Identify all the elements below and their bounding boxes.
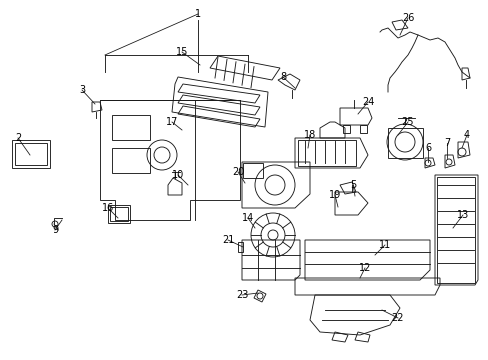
Bar [15, 143, 47, 165]
Text: 24: 24 [361, 97, 373, 107]
Bar [12, 140, 50, 168]
Bar [110, 207, 128, 221]
Text: 4: 4 [463, 130, 469, 140]
Text: 11: 11 [378, 240, 390, 250]
Text: 3: 3 [79, 85, 85, 95]
Text: 2: 2 [15, 133, 21, 143]
Bar [243, 163, 263, 178]
Bar [436, 177, 474, 283]
Bar [297, 140, 355, 166]
Text: 18: 18 [303, 130, 315, 140]
Text: 15: 15 [176, 47, 188, 57]
Text: 20: 20 [231, 167, 244, 177]
Text: 8: 8 [279, 72, 285, 82]
Text: 10: 10 [171, 170, 184, 180]
Text: 14: 14 [242, 213, 254, 223]
Text: 17: 17 [165, 117, 178, 127]
Text: 1: 1 [195, 9, 201, 19]
Text: 19: 19 [328, 190, 341, 200]
Text: 12: 12 [358, 263, 370, 273]
Bar [112, 148, 150, 173]
Text: 13: 13 [456, 210, 468, 220]
Text: 9: 9 [52, 225, 58, 235]
Bar [112, 115, 150, 140]
Text: 22: 22 [391, 313, 404, 323]
Bar [108, 205, 130, 223]
Text: 26: 26 [401, 13, 413, 23]
Text: 21: 21 [222, 235, 234, 245]
Text: 23: 23 [235, 290, 248, 300]
Text: 5: 5 [349, 180, 355, 190]
Text: 6: 6 [424, 143, 430, 153]
Text: 7: 7 [443, 138, 449, 148]
Text: 16: 16 [102, 203, 114, 213]
Text: 25: 25 [401, 117, 413, 127]
